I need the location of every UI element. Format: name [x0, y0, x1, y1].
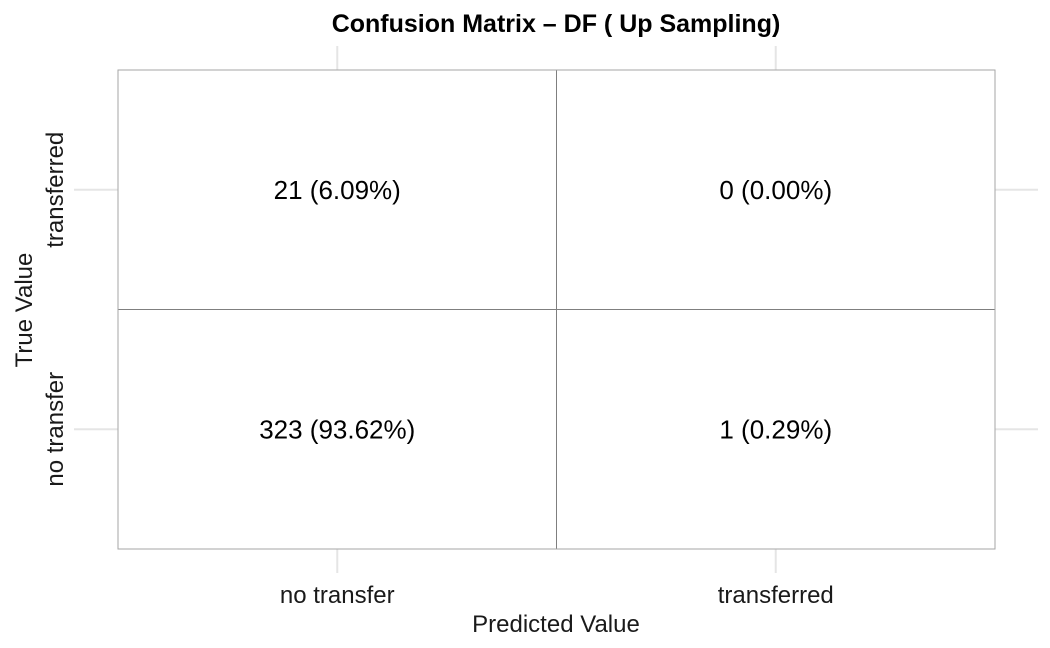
y-tick-label: transferred — [42, 132, 69, 248]
matrix-cell — [556, 309, 996, 550]
x-tick-labels: no transfer transferred — [280, 582, 834, 609]
matrix-cells — [117, 69, 996, 550]
matrix-cell — [117, 69, 557, 310]
cell-value-label: 1 (0.29%) — [719, 414, 832, 444]
cell-value-label: 21 (6.09%) — [274, 175, 401, 205]
cell-value-label: 323 (93.62%) — [259, 414, 415, 444]
y-tick-labels: transferred no transfer — [42, 132, 69, 487]
y-axis-label: True Value — [11, 253, 38, 368]
x-tick-label: transferred — [718, 582, 834, 609]
y-tick-label: no transfer — [42, 372, 69, 487]
x-tick-label: no transfer — [280, 582, 395, 609]
x-axis-label: Predicted Value — [472, 611, 640, 638]
cell-value-label: 0 (0.00%) — [719, 175, 832, 205]
panel-border — [117, 69, 996, 550]
matrix-cell — [117, 309, 557, 550]
cell-labels: 21 (6.09%) 0 (0.00%) 323 (93.62%) 1 (0.29%) — [259, 175, 832, 445]
chart-title: Confusion Matrix – DF ( Up Sampling) — [332, 10, 781, 38]
